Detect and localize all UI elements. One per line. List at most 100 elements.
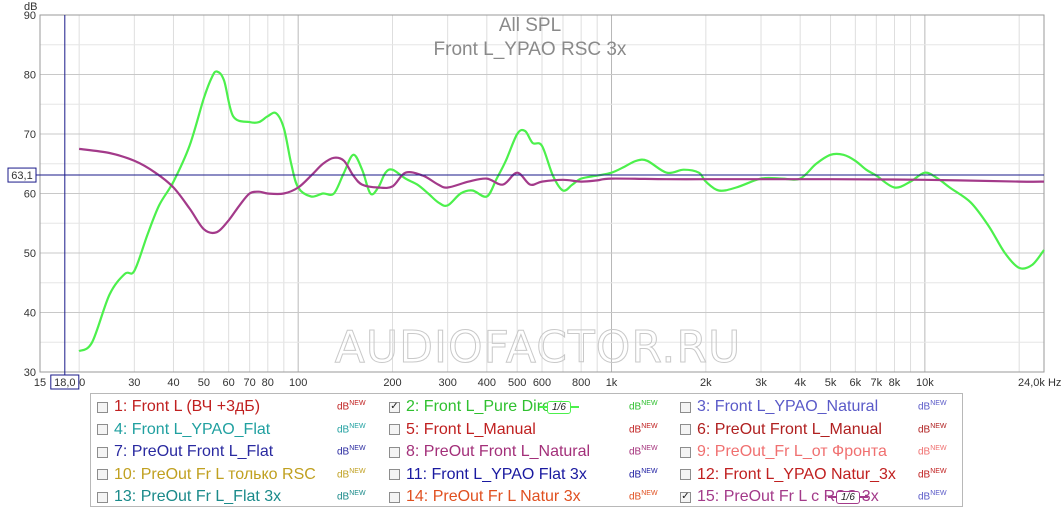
- legend-unit[interactable]: dBNEW: [918, 468, 947, 480]
- series-line: [78, 70, 1045, 353]
- legend-unit-sup: NEW: [641, 490, 658, 497]
- legend-unit-sup: NEW: [349, 422, 366, 430]
- legend-item[interactable]: 9: PreOut_Fr L_от Фронта: [680, 443, 887, 461]
- y-tick-label: 90: [24, 10, 36, 22]
- x-tick-label: 400: [478, 377, 496, 389]
- watermark: AUDIOFACTOR.RU: [335, 322, 741, 373]
- x-tick-label: 60: [223, 377, 235, 389]
- checkbox-icon[interactable]: [389, 424, 400, 435]
- checkbox-icon[interactable]: [680, 401, 691, 413]
- checkbox-icon[interactable]: [97, 401, 108, 413]
- legend-label: 6: PreOut Front L_Manual: [697, 420, 882, 438]
- smoothing-label: 1/6: [547, 400, 571, 414]
- checkbox-icon[interactable]: [97, 424, 108, 435]
- legend-unit[interactable]: dBNEW: [629, 423, 658, 435]
- checkbox-icon[interactable]: [389, 469, 400, 480]
- chart-subtitle: Front L_YPAO RSC 3x: [434, 39, 627, 60]
- legend-panel: 1: Front L (ВЧ +3дБ) dBNEW ✓ 2: Front L_Pur…: [90, 393, 963, 507]
- legend-unit-sup: NEW: [641, 422, 658, 430]
- legend-unit[interactable]: dBNEW: [337, 490, 366, 502]
- legend-unit-sup: NEW: [349, 467, 366, 475]
- legend-label: 4: Front L_YPAO_Flat: [114, 420, 271, 438]
- legend-unit-text: dB: [918, 446, 931, 458]
- checkbox-icon[interactable]: [389, 446, 400, 458]
- legend-unit-text: dB: [629, 468, 642, 480]
- x-tick-label: 600: [533, 377, 551, 389]
- legend-label: 12: Front L_YPAO Natur_3x: [697, 465, 896, 483]
- legend-unit[interactable]: dBNEW: [918, 445, 947, 457]
- legend-unit-text: dB: [629, 401, 642, 413]
- legend-label: 3: Front L_YPAO_Natural: [697, 398, 879, 415]
- legend-item[interactable]: 13: PreOut Fr L_Flat 3x: [97, 488, 281, 506]
- legend-item[interactable]: 12: Front L_YPAO Natur_3x: [680, 466, 896, 484]
- legend-label: 11: Front L_YPAO Flat 3x: [406, 465, 587, 483]
- legend-unit[interactable]: dBNEW: [629, 445, 658, 457]
- checkbox-icon[interactable]: [680, 446, 691, 458]
- checkbox-icon[interactable]: [97, 446, 108, 458]
- checkbox-icon[interactable]: [680, 469, 691, 480]
- checkbox-checked-icon[interactable]: ✓: [389, 401, 400, 413]
- legend-unit[interactable]: dBNEW: [918, 423, 947, 435]
- legend-label: 1: Front L (ВЧ +3дБ): [114, 398, 261, 415]
- cursor-y-readout: 63,1: [11, 170, 32, 182]
- legend-item[interactable]: 11: Front L_YPAO Flat 3x: [389, 466, 587, 484]
- x-tick-label: 2k: [700, 377, 712, 389]
- legend-unit[interactable]: dBNEW: [337, 400, 366, 412]
- legend-item[interactable]: 7: PreOut Front L_Flat: [97, 443, 273, 461]
- legend-unit-sup: NEW: [641, 445, 658, 452]
- x-tick-label: 1k: [606, 377, 618, 389]
- checkbox-icon[interactable]: [389, 491, 400, 503]
- legend-item[interactable]: 14: PreOut Fr L Natur 3x: [389, 488, 581, 506]
- series-layer: [78, 70, 1045, 353]
- legend-item[interactable]: 4: Front L_YPAO_Flat: [97, 421, 270, 439]
- checkbox-icon[interactable]: [680, 424, 691, 435]
- legend-unit[interactable]: dBNEW: [629, 490, 658, 502]
- checkbox-icon[interactable]: [97, 491, 108, 503]
- x-tick-label: 200: [383, 377, 401, 389]
- legend-unit-sup: NEW: [930, 445, 947, 452]
- legend-item[interactable]: 3: Front L_YPAO_Natural: [680, 398, 878, 416]
- y-tick-label: 60: [24, 189, 36, 201]
- x-tick-label: 500: [508, 377, 526, 389]
- x-tick-label: 800: [572, 377, 590, 389]
- x-tick-label: 100: [289, 377, 307, 389]
- legend-unit-text: dB: [918, 491, 931, 503]
- grid: [40, 14, 1044, 373]
- legend-unit[interactable]: dBNEW: [918, 400, 947, 412]
- x-tick-label: 50: [198, 377, 210, 389]
- x-tick-label: 8k: [889, 377, 901, 389]
- legend-unit[interactable]: dBNEW: [629, 468, 658, 480]
- legend-item[interactable]: ✓ 2: Front L_Pure Direct: [389, 398, 563, 416]
- legend-unit[interactable]: dBNEW: [629, 400, 658, 412]
- legend-item[interactable]: 6: PreOut Front L_Manual: [680, 421, 882, 439]
- y-tick-label: 50: [24, 248, 36, 260]
- legend-unit[interactable]: dBNEW: [918, 490, 947, 502]
- legend-item[interactable]: 10: PreOut Fr L только RSC: [97, 466, 316, 484]
- x-tick-label: 4k: [794, 377, 806, 389]
- plot-frame: [39, 14, 1045, 373]
- smoothing-label: 1/6: [836, 490, 860, 504]
- legend-unit[interactable]: dBNEW: [337, 423, 366, 435]
- legend-label: 15: PreOut Fr L с RSC 3x: [697, 488, 879, 505]
- legend-label: 14: PreOut Fr L Natur 3x: [406, 488, 581, 505]
- cursor-layer[interactable]: 63,1 18,0: [7, 15, 1044, 390]
- checkbox-icon[interactable]: [97, 469, 108, 480]
- legend-unit-text: dB: [337, 491, 350, 503]
- legend-unit-sup: NEW: [349, 490, 366, 497]
- legend-unit-text: dB: [337, 423, 350, 435]
- legend-unit[interactable]: dBNEW: [337, 445, 366, 457]
- chart-title: All SPL: [499, 15, 561, 36]
- legend-unit[interactable]: dBNEW: [337, 468, 366, 480]
- y-tick-label: 70: [24, 129, 36, 141]
- legend-item[interactable]: 1: Front L (ВЧ +3дБ): [97, 398, 260, 416]
- legend-unit-text: dB: [918, 468, 931, 480]
- legend-item[interactable]: 5: Front L_Manual: [389, 421, 536, 439]
- legend-unit-text: dB: [337, 401, 350, 413]
- legend-item[interactable]: 8: PreOut Front L_Natural: [389, 443, 590, 461]
- spl-chart[interactable]: 3040506070809015203040506070801002003004…: [0, 0, 1061, 393]
- smoothing-indicator[interactable]: 1/6: [539, 400, 579, 414]
- checkbox-checked-icon[interactable]: ✓: [680, 491, 691, 503]
- legend-item[interactable]: ✓ 15: PreOut Fr L с RSC 3x: [680, 488, 879, 506]
- y-tick-label: 40: [24, 308, 36, 320]
- smoothing-indicator[interactable]: 1/6: [828, 490, 868, 504]
